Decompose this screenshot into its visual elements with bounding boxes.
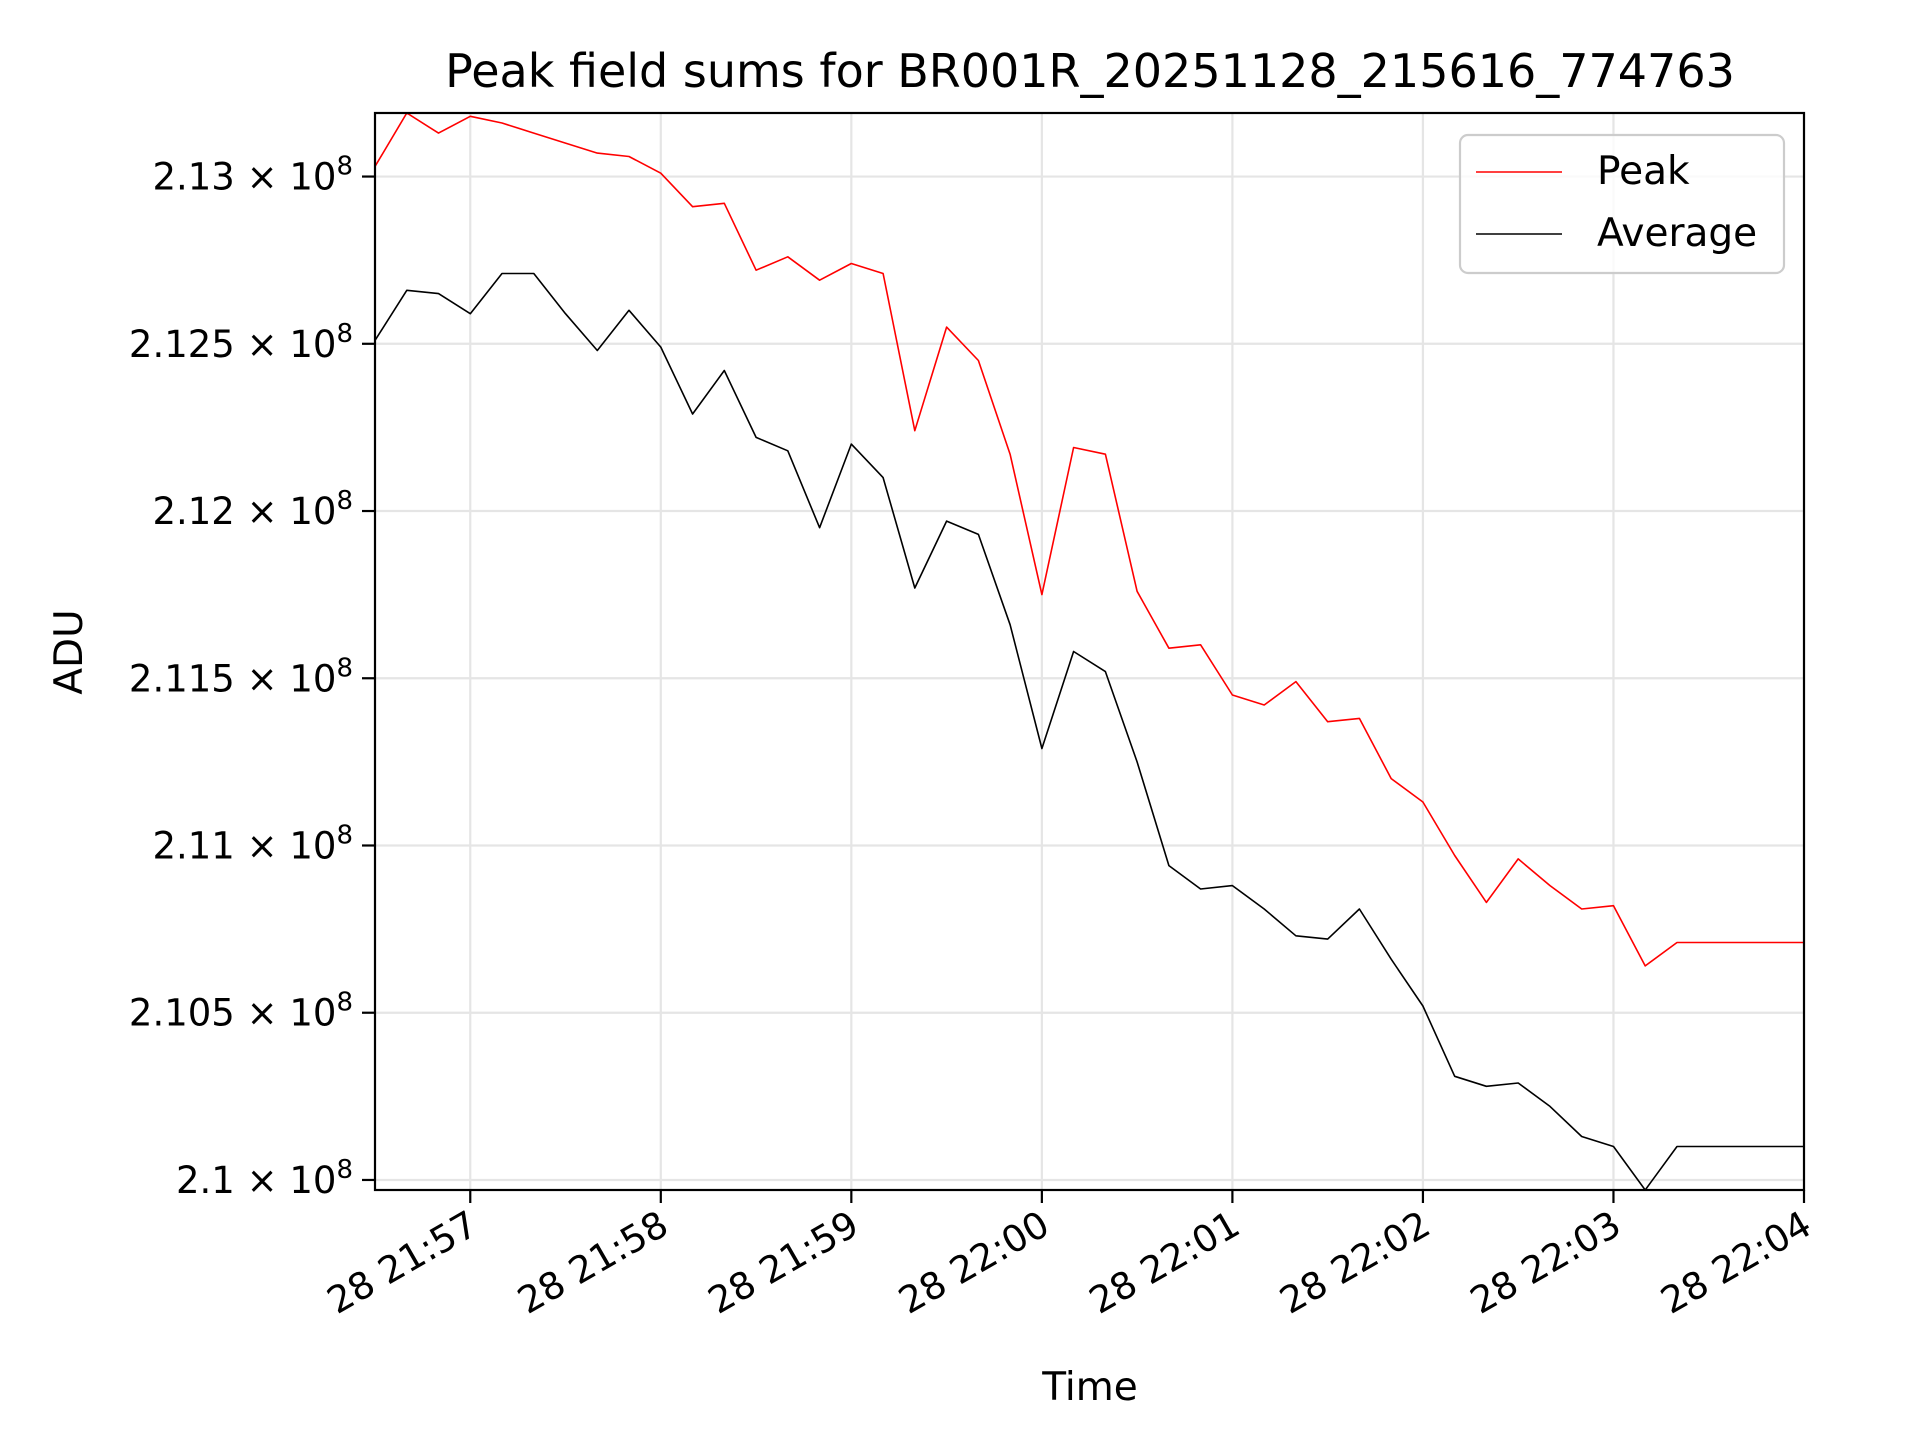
legend: Peak Average: [1458, 133, 1786, 275]
y-tick-label: 2.1 × 108: [176, 1155, 353, 1202]
y-tick-label: 2.105 × 108: [129, 988, 353, 1035]
plot-frame: [373, 111, 1806, 1192]
legend-box: [1458, 133, 1786, 275]
y-axis-ticks: 2.1 × 108 2.105 × 108 2.11 × 108 2.115 × 10…: [129, 152, 375, 1202]
legend-label-peak: Peak: [1597, 149, 1690, 194]
y-tick-label: 2.125 × 108: [129, 319, 353, 366]
series-line-peak: [375, 113, 1804, 967]
series-line-average: [375, 272, 1804, 1190]
y-axis-label: ADU: [47, 609, 92, 694]
y-tick-label: 2.13 × 108: [152, 152, 353, 199]
x-axis-label: Time: [1041, 1365, 1137, 1410]
y-tick-label: 2.12 × 108: [152, 486, 353, 533]
plot-series: [375, 113, 1804, 1190]
legend-label-average: Average: [1597, 211, 1757, 256]
chart-title: Peak field sums for BR001R_20251128_2156…: [445, 44, 1735, 98]
y-tick-label: 2.115 × 108: [129, 653, 353, 700]
y-tick-label: 2.11 × 108: [152, 820, 353, 867]
